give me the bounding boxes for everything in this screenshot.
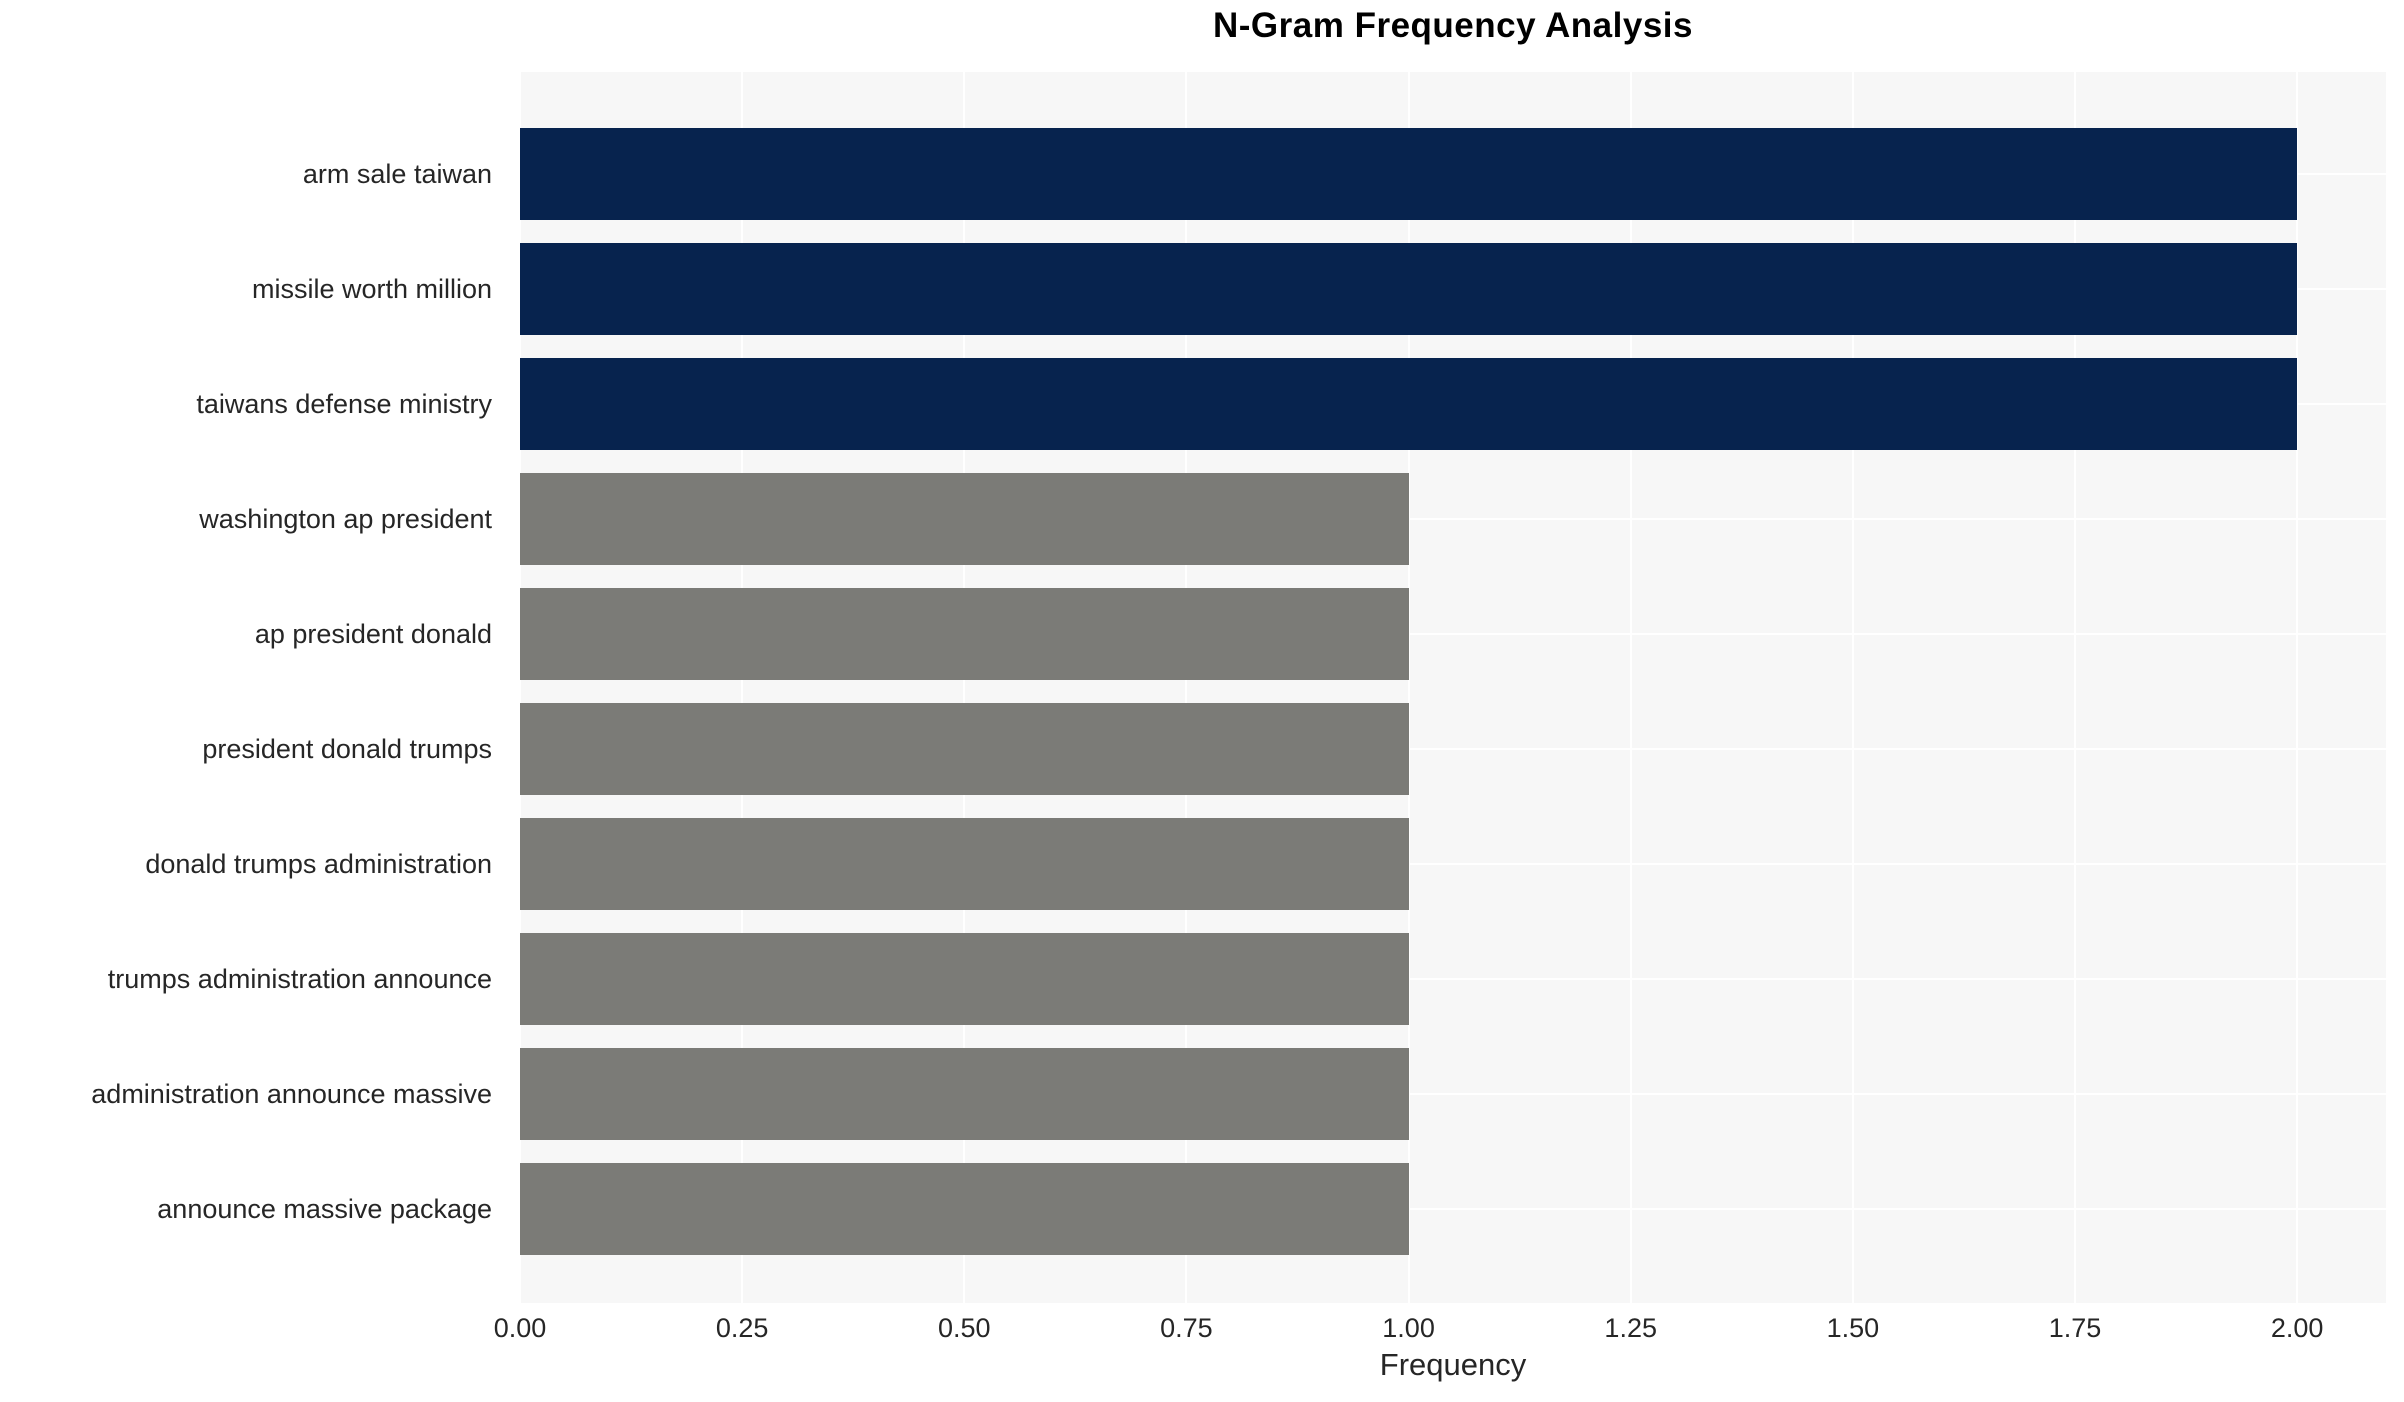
gridline-vertical	[1407, 72, 1410, 1303]
gridline-vertical	[1185, 72, 1188, 1303]
gridline-horizontal	[520, 1093, 2386, 1095]
x-tick-label: 1.50	[1826, 1313, 1880, 1343]
gridline-vertical	[963, 72, 966, 1303]
bar-administration-announce-massive	[520, 1048, 1409, 1140]
gridline-vertical	[2296, 72, 2299, 1303]
x-tick-label: 2.00	[2270, 1313, 2324, 1343]
x-axis-title: Frequency	[1379, 1347, 1527, 1382]
y-axis-labels: arm sale taiwan missile worth million taiw…	[0, 0, 506, 1402]
bar-washington-ap-president	[520, 473, 1409, 565]
y-tick-label: administration announce massive	[91, 1079, 492, 1109]
y-tick-label: president donald trumps	[202, 734, 492, 764]
gridline-horizontal	[520, 748, 2386, 750]
chart-title: N-Gram Frequency Analysis	[1213, 6, 1693, 45]
x-tick-label: 0.25	[715, 1313, 769, 1343]
gridline-horizontal	[520, 978, 2386, 980]
gridline-vertical	[1629, 72, 1632, 1303]
y-tick-label: arm sale taiwan	[302, 159, 492, 189]
x-tick-label: 0.50	[938, 1313, 991, 1343]
bar-announce-massive-package	[520, 1163, 1409, 1255]
gridline-vertical	[2074, 72, 2076, 1303]
y-tick-label: washington ap president	[199, 504, 492, 534]
gridline-vertical	[741, 72, 744, 1303]
x-tick-label: 1.75	[2048, 1313, 2102, 1343]
gridline-horizontal	[520, 633, 2386, 635]
y-tick-label: taiwans defense ministry	[196, 389, 492, 419]
y-tick-label: ap president donald	[254, 619, 492, 649]
x-tick-label: 0.75	[1160, 1313, 1213, 1343]
gridline-horizontal	[520, 1208, 2386, 1210]
y-tick-label: trumps administration announce	[107, 964, 492, 994]
x-tick-label: 0.00	[493, 1313, 547, 1343]
gridline-vertical	[1851, 72, 1854, 1303]
gridline-horizontal	[520, 518, 2386, 520]
bar-arm-sale-taiwan	[520, 128, 2298, 220]
y-tick-label: donald trumps administration	[145, 849, 492, 879]
y-tick-label: missile worth million	[251, 274, 492, 304]
bar-missile-worth-million	[520, 243, 2298, 335]
y-tick-label: announce massive package	[157, 1194, 492, 1224]
bar-president-donald-trumps	[520, 703, 1409, 795]
x-tick-label: 1.00	[1382, 1313, 1435, 1343]
bar-taiwans-defense-ministry	[520, 358, 2298, 450]
bar-trumps-administration-announce	[520, 933, 1409, 1025]
gridline-vertical	[519, 72, 521, 1303]
bar-donald-trumps-administration	[520, 818, 1409, 910]
x-tick-label: 1.25	[1604, 1313, 1657, 1343]
gridline-horizontal	[520, 863, 2386, 865]
bar-ap-president-donald	[520, 588, 1409, 680]
plot-area	[519, 72, 2386, 1303]
